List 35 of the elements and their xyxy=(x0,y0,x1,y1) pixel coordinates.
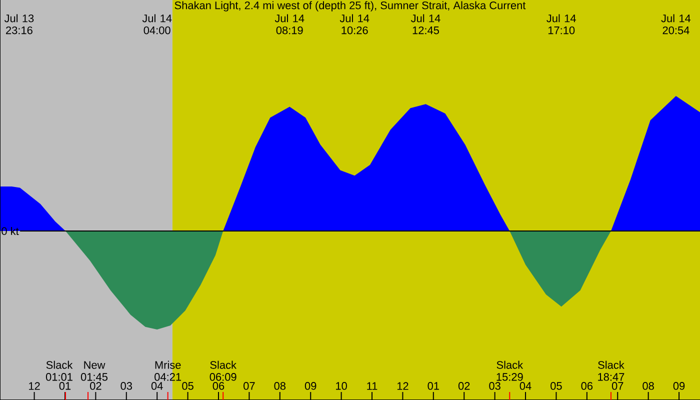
x-tick-label: 12 xyxy=(29,382,40,390)
ref-line-label: Slack 15:29 xyxy=(496,360,524,381)
x-tick-label: 08 xyxy=(274,382,286,390)
x-tick-label: 05 xyxy=(550,382,562,390)
x-tick-label: 07 xyxy=(244,382,255,390)
text: Jul 14 04:00 xyxy=(142,14,172,34)
ref-line-label: Slack 18:47 xyxy=(598,360,624,381)
chart-title: Shakan Light, 2.4 mi west of (depth 25 ft), Sumner Strait, Alaska Current xyxy=(174,1,526,12)
text: Jul 14 10:26 xyxy=(340,14,370,34)
x-tick-label: 06 xyxy=(581,382,593,390)
text: Jul 14 08:19 xyxy=(274,14,304,34)
x-tick-label: 01 xyxy=(428,382,439,390)
x-tick-label: 01 xyxy=(59,382,71,390)
text: Jul 14 20:54 xyxy=(661,14,691,34)
x-tick-label: 10 xyxy=(336,382,347,390)
ref-line-label: New 01:45 xyxy=(80,361,108,381)
x-tick-label: 07 xyxy=(612,382,624,390)
x-tick-label: 02 xyxy=(90,382,102,390)
x-tick-label: 04 xyxy=(520,382,532,390)
x-tick-label: 06 xyxy=(212,382,224,390)
x-tick-label: 05 xyxy=(182,382,194,390)
x-tick-label: 08 xyxy=(642,382,654,390)
ref-line-label: Slack 01:01 xyxy=(46,360,73,381)
x-tick-label: 03 xyxy=(489,382,500,390)
x-tick-label: 09 xyxy=(304,382,316,390)
text: Jul 14 17:10 xyxy=(546,14,576,34)
text: Jul 13 23:16 xyxy=(4,14,34,34)
x-tick-label: 12 xyxy=(397,382,408,390)
text: Jul 14 12:45 xyxy=(410,14,440,34)
x-tick-label: 11 xyxy=(367,382,378,390)
x-tick-label: 09 xyxy=(673,382,685,390)
x-tick-label: 02 xyxy=(458,382,470,390)
x-tick-label: 04 xyxy=(151,382,163,390)
ref-line-label: Slack 06:09 xyxy=(210,360,237,381)
x-tick-label: 03 xyxy=(120,382,132,390)
